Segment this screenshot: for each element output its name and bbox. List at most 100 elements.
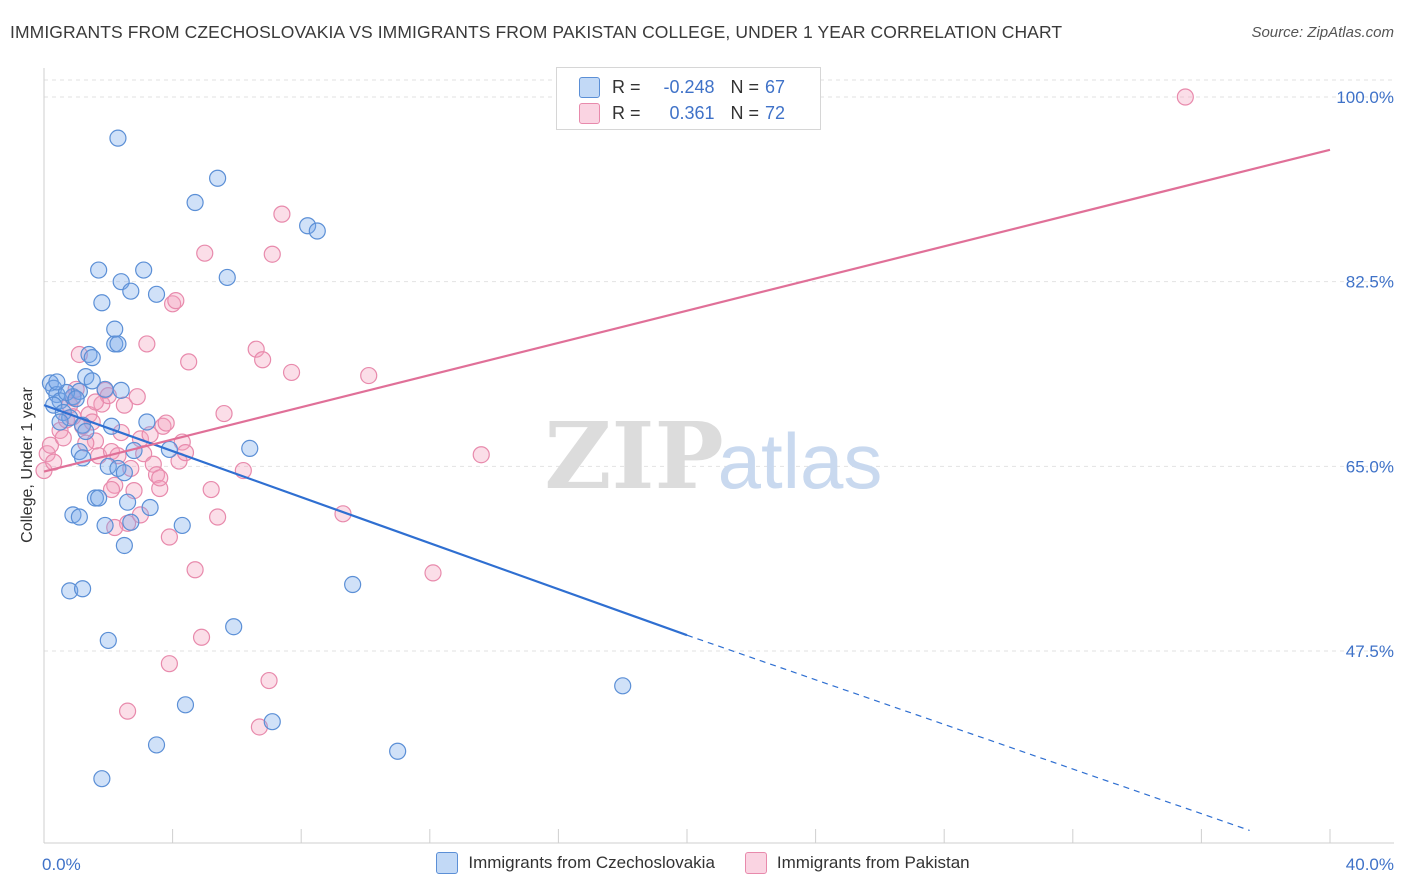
point-czechoslovakia [122, 282, 140, 300]
point-pakistan [118, 702, 137, 720]
chart-title: IMMIGRANTS FROM CZECHOSLOVAKIA VS IMMIGR… [10, 22, 1063, 42]
point-pakistan [192, 628, 211, 646]
point-pakistan [157, 414, 175, 432]
point-czechoslovakia [90, 489, 108, 507]
r-label: R = [612, 102, 641, 123]
point-pakistan [254, 351, 272, 369]
point-czechoslovakia [241, 439, 259, 457]
y-tick-label: 65.0% [1346, 457, 1394, 476]
r-value: -0.248 [663, 76, 715, 97]
x-tick-label: 40.0% [1346, 855, 1394, 874]
point-czechoslovakia [93, 294, 111, 312]
point-pakistan [164, 295, 182, 313]
point-czechoslovakia [96, 516, 114, 535]
legend-swatch-blue [579, 76, 600, 98]
legend-label: Immigrants from Czechoslovakia [468, 853, 715, 872]
x-tick-label: 0.0% [42, 855, 81, 874]
point-pakistan [1176, 88, 1194, 106]
point-czechoslovakia [225, 618, 243, 636]
trendline-pakistan [43, 148, 1331, 473]
point-czechoslovakia [115, 536, 133, 555]
point-pakistan [180, 353, 198, 371]
point-czechoslovakia [115, 464, 133, 482]
point-pakistan [151, 469, 169, 487]
point-pakistan [209, 508, 227, 526]
point-pakistan [247, 340, 265, 358]
point-pakistan [128, 388, 146, 406]
legend-swatch-pink [744, 852, 767, 874]
point-czechoslovakia [209, 169, 227, 187]
trendline-czechoslovakia [43, 404, 688, 637]
point-pakistan [260, 671, 278, 690]
point-czechoslovakia [112, 381, 130, 399]
point-czechoslovakia [122, 513, 140, 531]
point-pakistan [263, 245, 281, 263]
point-czechoslovakia [93, 770, 111, 788]
legend-swatch-blue [436, 852, 459, 874]
n-value: 72 [765, 102, 786, 123]
point-czechoslovakia [176, 696, 195, 714]
watermark-atlas: atlas [718, 417, 883, 505]
point-czechoslovakia [186, 193, 204, 212]
r-value: 0.361 [669, 102, 715, 123]
point-czechoslovakia [51, 413, 69, 431]
point-czechoslovakia [344, 575, 362, 594]
point-pakistan [138, 335, 156, 353]
point-pakistan [202, 480, 220, 499]
point-czechoslovakia [118, 493, 137, 511]
legend-swatch-pink [579, 102, 600, 124]
y-tick-label: 82.5% [1346, 273, 1394, 292]
point-pakistan [147, 466, 166, 484]
point-pakistan [282, 363, 301, 382]
point-czechoslovakia [77, 422, 95, 441]
point-czechoslovakia [299, 217, 317, 235]
point-pakistan [360, 366, 378, 385]
point-pakistan [154, 417, 172, 435]
point-czechoslovakia [96, 380, 114, 398]
n-label: N = [730, 76, 760, 97]
point-czechoslovakia [138, 413, 156, 431]
point-czechoslovakia [48, 373, 66, 391]
point-czechoslovakia [109, 335, 127, 353]
point-pakistan [424, 564, 442, 582]
point-czechoslovakia [109, 129, 127, 147]
trendline-czechoslovakia-extension [686, 634, 1250, 831]
legend-item-pakistan: Immigrants from Pakistan [744, 852, 970, 874]
point-pakistan [41, 436, 60, 454]
point-czechoslovakia [83, 349, 101, 367]
point-czechoslovakia [308, 222, 326, 240]
point-czechoslovakia [147, 736, 166, 754]
watermark-zip: ZIP [544, 402, 723, 510]
n-value: 67 [765, 76, 786, 97]
correlation-legend: R = -0.248 N = 67 R = 0.361 N = 72 [556, 67, 821, 130]
legend-row-pakistan: R = 0.361 N = 72 [579, 99, 785, 127]
point-czechoslovakia [61, 582, 79, 600]
point-czechoslovakia [106, 320, 124, 338]
point-pakistan [186, 561, 204, 579]
point-czechoslovakia [147, 285, 166, 303]
legend-item-czechoslovakia: Immigrants from Czechoslovakia [436, 852, 715, 874]
point-czechoslovakia [83, 372, 101, 390]
chart-source: Source: ZipAtlas.com [1251, 24, 1394, 41]
point-czechoslovakia [90, 261, 108, 279]
y-tick-label: 47.5% [1346, 642, 1394, 661]
point-czechoslovakia [67, 390, 85, 408]
point-pakistan [144, 455, 162, 473]
point-czechoslovakia [80, 345, 98, 364]
point-pakistan [70, 345, 88, 364]
point-pakistan [102, 480, 121, 499]
point-czechoslovakia [73, 580, 92, 598]
point-czechoslovakia [64, 506, 82, 524]
point-pakistan [273, 205, 291, 223]
r-label: R = [612, 76, 641, 97]
point-czechoslovakia [614, 677, 632, 695]
y-tick-label: 100.0% [1336, 88, 1394, 107]
point-czechoslovakia [263, 713, 281, 731]
point-pakistan [196, 244, 214, 262]
point-pakistan [54, 429, 72, 447]
series-legend: Immigrants from Czechoslovakia Immigrant… [0, 852, 1406, 874]
point-pakistan [215, 404, 233, 423]
point-czechoslovakia [57, 383, 76, 402]
point-pakistan [472, 446, 490, 464]
